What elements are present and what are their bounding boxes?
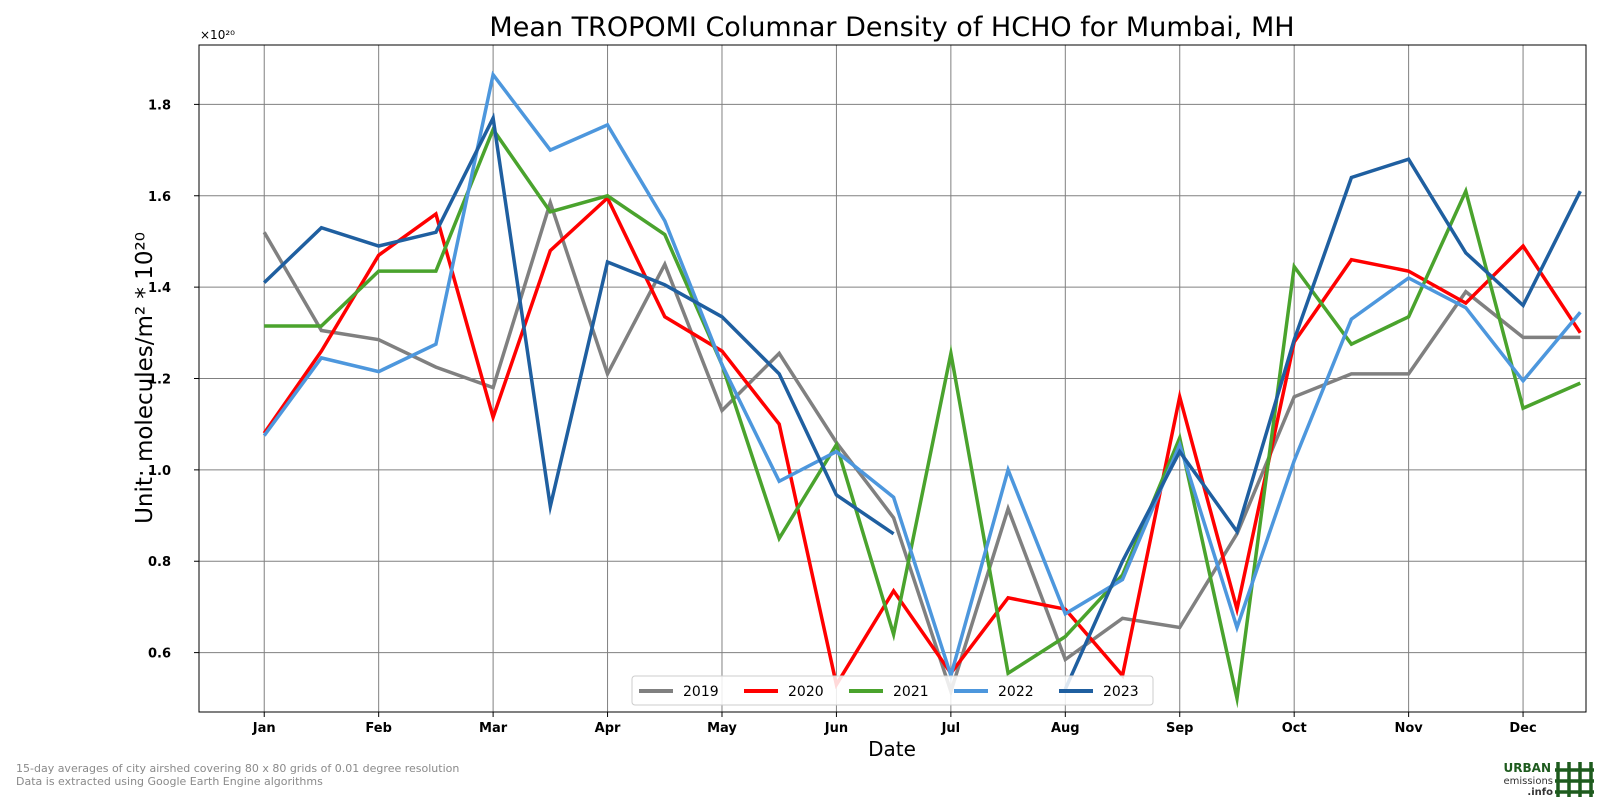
legend-label-2022: 2022 [998, 684, 1034, 700]
x-tick-label: Sep [1166, 721, 1194, 736]
y-tick-label: 0.8 [148, 555, 171, 570]
x-tick-label: Oct [1282, 721, 1307, 736]
x-tick-label: Apr [595, 721, 621, 736]
x-tick-label: Jan [252, 721, 276, 736]
series-line-2022 [262, 70, 1582, 682]
legend-label-2021: 2021 [893, 684, 929, 700]
logo-grid-icon [1555, 762, 1594, 797]
x-ticks: Jan Feb Mar Apr May Jun Jul Aug Sep Oct Nov Dec [252, 712, 1537, 736]
legend-label-2020: 2020 [788, 684, 824, 700]
series-line-2019 [262, 196, 1581, 698]
logo-text-emissions: emissions [1503, 776, 1553, 787]
series-line-2020 [262, 195, 1582, 690]
x-tick-label: Jul [941, 721, 961, 736]
y-tick-label: 1.0 [148, 464, 171, 479]
footnote-line-2: Data is extracted using Google Earth Eng… [16, 775, 323, 788]
series-line-2021 [264, 125, 1582, 709]
series-line-2023 [262, 112, 1582, 690]
legend-label-2019: 2019 [683, 684, 719, 700]
logo-text-urban: URBAN [1504, 761, 1551, 775]
series-lines [262, 70, 1582, 709]
y-tick-label: 1.2 [148, 373, 171, 388]
y-tick-label: 0.6 [148, 647, 171, 662]
x-tick-label: Feb [365, 721, 391, 736]
x-tick-label: Nov [1394, 721, 1423, 736]
urban-emissions-logo: URBAN emissions .info [1503, 761, 1594, 798]
logo-text-info: .info [1527, 787, 1553, 798]
x-axis-label: Date [868, 737, 916, 761]
y-tick-label: 1.4 [148, 281, 171, 296]
legend-box [631, 675, 1154, 706]
x-tick-label: Mar [479, 721, 508, 736]
x-tick-label: May [707, 721, 737, 736]
legend-label-2023: 2023 [1103, 684, 1139, 700]
x-tick-label: Aug [1051, 721, 1080, 736]
footnote-line-1: 15-day averages of city airshed covering… [16, 762, 460, 775]
legend: 2019 2020 2021 2022 2023 [631, 675, 1154, 706]
grid-lines [199, 45, 1586, 712]
chart-title: Mean TROPOMI Columnar Density of HCHO fo… [489, 12, 1294, 43]
x-tick-label: Jun [824, 721, 848, 736]
y-axis-label: Unit: molecules/m² * 10²⁰ [132, 232, 158, 524]
x-tick-label: Dec [1509, 721, 1536, 736]
y-tick-label: 1.6 [148, 190, 171, 205]
y-tick-label: 1.8 [148, 98, 171, 113]
y-ticks: 0.6 0.8 1.0 1.2 1.4 1.6 1.8 [148, 98, 199, 662]
y-multiplier-label: ×10²⁰ [200, 28, 235, 42]
